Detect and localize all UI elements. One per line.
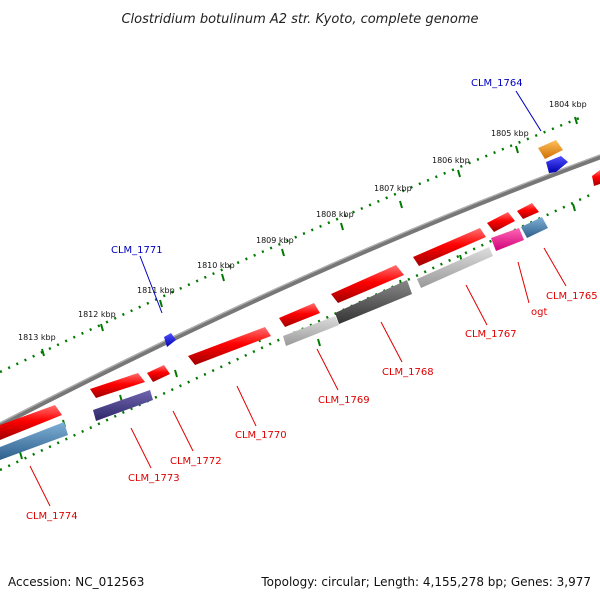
indigo-feature[interactable]	[93, 390, 153, 421]
kbp-label: 1809 kbp	[256, 236, 294, 245]
kbp-label: 1806 kbp	[432, 156, 470, 165]
steel-blue-feature[interactable]	[521, 217, 548, 238]
gene-label-clm-1765[interactable]: CLM_1765	[546, 291, 598, 302]
kbp-labels: 1804 kbp 1805 kbp 1806 kbp 1807 kbp 1808…	[18, 100, 587, 342]
magenta-feature[interactable]	[491, 228, 524, 251]
accession-text: Accession: NC_012563	[8, 575, 144, 589]
genome-backbone	[0, 154, 600, 428]
kbp-label: 1805 kbp	[491, 129, 529, 138]
gene-label-clm-1769[interactable]: CLM_1769	[318, 395, 370, 406]
gene-arrow[interactable]	[90, 373, 145, 398]
map-title: Clostridium botulinum A2 str. Kyoto, com…	[121, 12, 478, 27]
dark-gray-feature[interactable]	[335, 280, 412, 324]
gene-arrow[interactable]	[147, 365, 170, 382]
forward-genes	[0, 170, 600, 440]
topology-text: Topology: circular; Length: 4,155,278 bp…	[260, 575, 591, 589]
gene-label-clm-1764[interactable]: CLM_1764	[471, 78, 523, 89]
kbp-label: 1813 kbp	[18, 333, 56, 342]
gene-label-clm-1767[interactable]: CLM_1767	[465, 329, 517, 340]
rna-feature[interactable]	[546, 156, 568, 173]
gene-labels: CLM_1764 CLM_1771 CLM_1765 ogt CLM_1767 …	[26, 78, 598, 522]
gene-label-ogt[interactable]: ogt	[531, 307, 547, 318]
outer-tick-ring	[0, 115, 583, 374]
gene-arrow[interactable]	[413, 228, 486, 266]
rna-feature[interactable]	[164, 333, 176, 347]
outer-major-ticks	[41, 116, 578, 357]
kbp-label: 1807 kbp	[374, 184, 412, 193]
gene-arrow[interactable]	[0, 405, 62, 440]
gene-arrow[interactable]	[592, 170, 600, 186]
callout-lines	[29, 90, 567, 507]
feature-blocks	[0, 217, 548, 460]
gene-arrow[interactable]	[279, 303, 320, 327]
gene-arrow[interactable]	[188, 327, 271, 365]
kbp-label: 1812 kbp	[78, 310, 116, 319]
gene-label-clm-1770[interactable]: CLM_1770	[235, 430, 287, 441]
kbp-label: 1810 kbp	[197, 261, 235, 270]
kbp-label: 1811 kbp	[137, 286, 175, 295]
light-gray-feature[interactable]	[283, 316, 339, 346]
gene-arrow[interactable]	[331, 265, 404, 303]
gene-label-clm-1772[interactable]: CLM_1772	[170, 456, 222, 467]
orange-feature[interactable]	[538, 140, 563, 159]
gene-arrow[interactable]	[487, 212, 515, 232]
gene-arrow[interactable]	[517, 203, 539, 219]
kbp-label: 1808 kbp	[316, 210, 354, 219]
gene-label-clm-1774[interactable]: CLM_1774	[26, 511, 78, 522]
steel-blue-feature[interactable]	[0, 422, 68, 460]
backbone-highlight	[0, 154, 600, 424]
gene-label-clm-1771[interactable]: CLM_1771	[111, 245, 163, 256]
light-gray-feature[interactable]	[417, 247, 493, 288]
kbp-label: 1804 kbp	[549, 100, 587, 109]
gene-label-clm-1768[interactable]: CLM_1768	[382, 367, 434, 378]
gene-label-clm-1773[interactable]: CLM_1773	[128, 473, 180, 484]
